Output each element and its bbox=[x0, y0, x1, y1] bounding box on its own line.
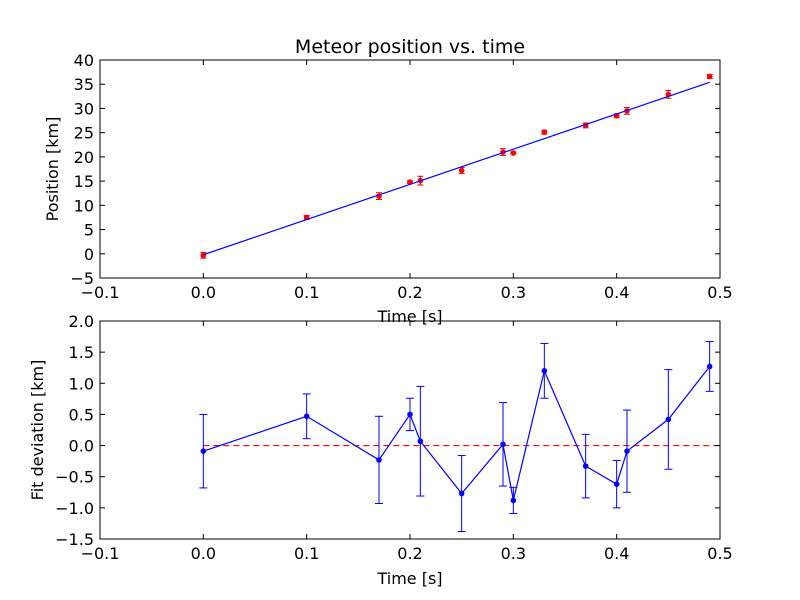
y-tick-label: 2.0 bbox=[69, 312, 94, 331]
data-point bbox=[624, 448, 630, 454]
y-tick-label: 25 bbox=[74, 124, 94, 143]
data-point bbox=[706, 363, 713, 370]
y-tick-label: 1.5 bbox=[69, 343, 94, 362]
y-tick-label: 0 bbox=[84, 245, 94, 264]
deviation-line bbox=[203, 366, 711, 501]
y-tick-label: 30 bbox=[74, 99, 94, 118]
x-tick-label: 0.4 bbox=[604, 283, 629, 302]
y-tick-label: 40 bbox=[74, 51, 94, 70]
y-tick-label: 1.0 bbox=[69, 374, 94, 393]
y-axis-label: Fit deviation [km] bbox=[28, 360, 47, 501]
x-tick-label: 0.4 bbox=[604, 544, 629, 563]
data-point bbox=[376, 457, 382, 463]
position-subplot: Meteor position vs. time Time [s] Positi… bbox=[43, 36, 733, 326]
y-tick-label: 5 bbox=[84, 221, 94, 240]
data-point bbox=[541, 129, 548, 135]
data-point bbox=[458, 490, 465, 497]
x-tick-label: 0.2 bbox=[397, 283, 422, 302]
data-point bbox=[613, 481, 620, 487]
data-point bbox=[200, 448, 207, 454]
y-tick-label: 15 bbox=[74, 172, 94, 191]
data-point bbox=[303, 413, 310, 420]
y-tick-label: 35 bbox=[74, 75, 94, 94]
chart-title: Meteor position vs. time bbox=[295, 36, 525, 58]
y-tick-label: −1.5 bbox=[55, 530, 94, 549]
y-tick-label: 0.5 bbox=[69, 405, 94, 424]
x-tick-label: 0.3 bbox=[501, 544, 526, 563]
x-tick-label: 0.0 bbox=[191, 544, 216, 563]
x-tick-label: 0.2 bbox=[397, 544, 422, 563]
x-tick-label: 0.1 bbox=[294, 544, 319, 563]
data-point bbox=[582, 463, 589, 469]
y-axis-label: Position [km] bbox=[43, 117, 62, 222]
x-tick-label: 0.3 bbox=[501, 283, 526, 302]
data-point bbox=[510, 150, 517, 156]
y-tick-label: 20 bbox=[74, 148, 94, 167]
data-point bbox=[665, 416, 672, 423]
data-point bbox=[500, 441, 506, 448]
y-tick-label: 10 bbox=[74, 196, 94, 215]
x-tick-label: 0.1 bbox=[294, 283, 319, 302]
data-point bbox=[541, 368, 548, 374]
data-point bbox=[407, 411, 413, 418]
data-point bbox=[417, 438, 424, 445]
x-tick-label: 0.5 bbox=[707, 544, 732, 563]
x-tick-label: 0.0 bbox=[191, 283, 216, 302]
deviation-subplot: Time [s] Fit deviation [km] −0.1 0.0 0.1 0.… bbox=[28, 312, 733, 588]
y-tick-label: −5 bbox=[70, 269, 94, 288]
x-tick-label: 0.5 bbox=[707, 283, 732, 302]
x-tick-label: −0.1 bbox=[81, 283, 120, 302]
fit-line bbox=[203, 81, 710, 256]
y-tick-label: −1.0 bbox=[55, 499, 94, 518]
x-tick-label: −0.1 bbox=[81, 544, 120, 563]
y-tick-label: 0.0 bbox=[69, 437, 94, 456]
data-point bbox=[458, 167, 465, 174]
data-point bbox=[706, 73, 713, 80]
x-axis-label: Time [s] bbox=[376, 569, 442, 588]
y-tick-label: −0.5 bbox=[55, 468, 94, 487]
data-point bbox=[510, 497, 517, 504]
